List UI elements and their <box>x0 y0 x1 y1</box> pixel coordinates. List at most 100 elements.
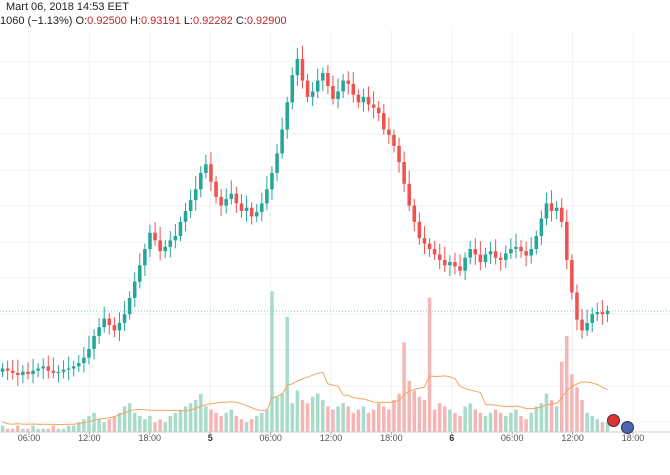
volume-bar <box>432 409 437 432</box>
volume-bar <box>300 400 305 432</box>
candle-body <box>234 193 239 204</box>
volume-bar <box>188 403 193 432</box>
volume-bar <box>326 406 330 432</box>
candle-body <box>295 58 300 76</box>
volume-bar <box>173 412 178 432</box>
candle-body <box>199 172 203 190</box>
candle-body <box>204 164 208 173</box>
candle-body <box>36 368 40 371</box>
x-tick-label: 18:00 <box>622 433 645 443</box>
candle-body <box>341 80 345 92</box>
x-tick-label: 5 <box>208 433 213 443</box>
volume-bar <box>153 422 157 432</box>
candle-body <box>351 83 356 95</box>
volume-bar <box>239 419 244 432</box>
chart-legend: Mart 06, 2018 14:53 EET 1060 (−1.13%) O:… <box>0 0 670 40</box>
candle-body <box>290 75 295 103</box>
volume-bar <box>143 419 147 432</box>
candle-body <box>559 207 564 222</box>
candle-body <box>224 199 228 206</box>
volume-bar <box>321 400 325 432</box>
volume-bar <box>92 412 96 432</box>
candle-body <box>514 246 518 250</box>
volume-bar <box>21 428 25 432</box>
candle-body <box>31 370 35 374</box>
volume-bar <box>5 428 10 432</box>
candle-body <box>107 318 112 326</box>
volume-bar <box>41 428 45 432</box>
candle-body <box>356 94 361 103</box>
candle-body <box>376 107 381 114</box>
volume-bar <box>224 412 228 432</box>
candle-body <box>260 203 264 213</box>
volume-bar <box>417 396 422 432</box>
volume-bar <box>443 406 447 432</box>
candle-body <box>392 134 396 146</box>
candle-body <box>153 232 157 241</box>
volume-bar <box>10 428 15 432</box>
volume-bar <box>280 393 284 432</box>
candle-body <box>590 314 594 323</box>
candle-body <box>66 368 71 370</box>
volume-bar <box>590 416 594 432</box>
candle-body <box>265 189 269 204</box>
candle-body <box>371 104 376 108</box>
candle-body <box>437 254 442 260</box>
candle-body <box>585 322 589 331</box>
event-flag-icon[interactable] <box>621 421 634 434</box>
volume-bar <box>148 416 152 432</box>
volume-bar <box>514 409 518 432</box>
candle-body <box>544 203 549 219</box>
candle-body <box>427 243 432 250</box>
volume-bar <box>275 396 279 432</box>
candle-body <box>71 366 76 369</box>
volume-bar <box>504 416 508 432</box>
volume-bar <box>209 409 213 432</box>
candle-body <box>229 193 234 200</box>
x-tick-label: 12:00 <box>561 433 584 443</box>
volume-bar <box>249 419 254 432</box>
volume-bar <box>71 425 76 432</box>
candle-body <box>239 203 244 211</box>
candle-body <box>549 203 554 211</box>
close-label: C: <box>235 15 247 27</box>
candle-body <box>148 232 152 250</box>
volume-bar <box>168 416 173 432</box>
volume-bar <box>16 425 20 432</box>
volume-bar <box>407 380 411 432</box>
candle-body <box>46 366 51 371</box>
volume-bar <box>204 406 208 432</box>
volume-bar <box>26 428 30 432</box>
volume-bar <box>539 403 544 432</box>
candle-body <box>448 262 452 266</box>
volume-bar <box>402 342 406 432</box>
volume-bar <box>265 409 269 432</box>
candle-body <box>77 363 81 367</box>
candle-body <box>407 183 411 206</box>
candle-body <box>41 366 45 369</box>
volume-ma-line <box>2 371 608 425</box>
high-label: H: <box>129 15 141 27</box>
x-tick-label: 6 <box>449 433 454 443</box>
volume-bar <box>437 403 442 432</box>
volume-bar <box>392 400 396 432</box>
candle-body <box>5 368 10 371</box>
candle-body <box>219 196 223 206</box>
candle-body <box>412 205 417 222</box>
candle-body <box>478 254 483 263</box>
candle-body <box>336 91 340 100</box>
x-tick-label: 12:00 <box>78 433 101 443</box>
volume-bar <box>102 422 106 432</box>
volume-bar <box>82 419 86 432</box>
candle-body <box>539 218 544 236</box>
open-label: O: <box>75 15 88 27</box>
volume-bar <box>346 406 350 432</box>
volume-bar <box>356 409 361 432</box>
volume-bar <box>0 425 5 432</box>
volume-bar <box>529 412 533 432</box>
event-flag-icon[interactable] <box>607 414 620 427</box>
candle-body <box>315 80 320 92</box>
volume-bar <box>158 419 162 432</box>
